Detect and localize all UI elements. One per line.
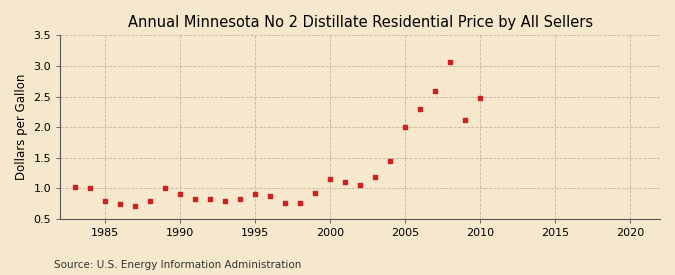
Title: Annual Minnesota No 2 Distillate Residential Price by All Sellers: Annual Minnesota No 2 Distillate Residen… <box>128 15 593 30</box>
Point <box>325 177 335 182</box>
Point <box>385 159 396 164</box>
Text: Source: U.S. Energy Information Administration: Source: U.S. Energy Information Administ… <box>54 260 301 270</box>
Point <box>430 89 441 93</box>
Point <box>280 201 291 205</box>
Point <box>70 185 81 189</box>
Point <box>475 96 485 100</box>
Point <box>265 194 275 198</box>
Point <box>310 191 321 196</box>
Point <box>100 199 111 204</box>
Point <box>220 198 231 203</box>
Point <box>115 202 126 206</box>
Point <box>160 186 171 190</box>
Point <box>370 175 381 179</box>
Point <box>295 201 306 205</box>
Point <box>130 203 140 208</box>
Point <box>190 197 200 201</box>
Point <box>340 179 350 184</box>
Point <box>205 197 215 202</box>
Point <box>235 197 246 202</box>
Point <box>85 186 96 190</box>
Point <box>414 107 425 112</box>
Point <box>460 118 470 123</box>
Point <box>445 60 456 64</box>
Point <box>175 192 186 196</box>
Point <box>145 198 156 203</box>
Point <box>400 125 410 129</box>
Point <box>250 192 261 197</box>
Y-axis label: Dollars per Gallon: Dollars per Gallon <box>15 74 28 180</box>
Point <box>355 183 366 188</box>
